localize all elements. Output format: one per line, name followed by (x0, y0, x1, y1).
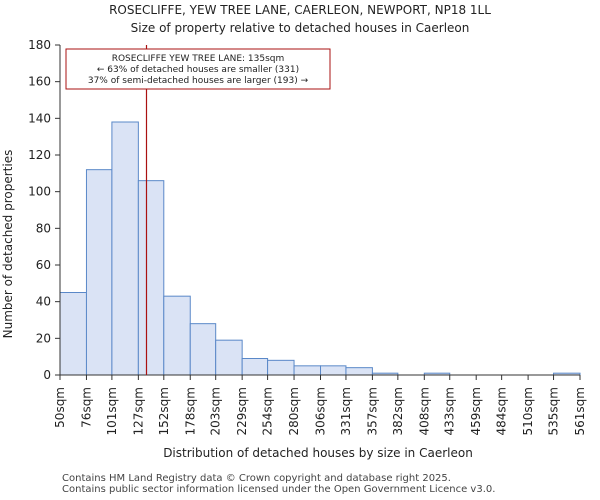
x-tick-label: 229sqm (235, 387, 249, 435)
x-tick-label: 535sqm (547, 387, 561, 435)
x-tick-label: 280sqm (287, 387, 301, 435)
x-tick-label: 50sqm (53, 387, 67, 428)
y-tick-label: 100 (28, 185, 51, 199)
annotation-line-3: 37% of semi-detached houses are larger (… (88, 76, 309, 86)
x-tick-label: 76sqm (79, 387, 93, 428)
footer-line1: Contains HM Land Registry data © Crown c… (62, 473, 451, 484)
bar-306sqm (320, 365, 347, 376)
x-tick-label: 561sqm (573, 387, 587, 435)
chart-title-line1: ROSECLIFFE, YEW TREE LANE, CAERLEON, NEW… (109, 3, 491, 17)
y-tick-label: 0 (43, 368, 51, 382)
x-tick-label: 408sqm (417, 387, 431, 435)
x-tick-label: 178sqm (183, 387, 197, 435)
x-tick-label: 152sqm (157, 387, 171, 435)
y-axis: 0 20 40 60 80 100 120 140 160 180 (28, 38, 61, 382)
bar-178sqm (189, 323, 217, 376)
x-axis-label: Distribution of detached houses by size … (163, 446, 473, 460)
y-tick-label: 140 (28, 111, 51, 125)
bar-127sqm (137, 180, 165, 376)
histogram-chart: ROSECLIFFE, YEW TREE LANE, CAERLEON, NEW… (1, 3, 587, 460)
y-axis-label: Number of detached properties (1, 150, 15, 339)
bar-229sqm (241, 358, 269, 376)
bar-152sqm (163, 295, 191, 376)
y-tick-label: 40 (36, 295, 51, 309)
y-tick-label: 80 (36, 221, 51, 235)
y-tick-label: 20 (36, 331, 51, 345)
y-tick-label: 60 (36, 258, 51, 272)
bar-203sqm (215, 339, 243, 376)
footer-line2: Contains public sector information licen… (62, 484, 496, 495)
x-tick-label: 484sqm (495, 387, 509, 435)
bar-331sqm (345, 367, 373, 376)
bar-50sqm (59, 292, 87, 376)
bars-group (59, 121, 581, 376)
x-tick-label: 254sqm (261, 387, 275, 435)
x-tick-label: 382sqm (391, 387, 405, 435)
annotation-line-1: ROSECLIFFE YEW TREE LANE: 135sqm (112, 54, 285, 64)
x-tick-label: 433sqm (443, 387, 457, 435)
bar-76sqm (85, 169, 113, 376)
annotation-line-2: ← 63% of detached houses are smaller (33… (97, 65, 299, 75)
chart-title-line2: Size of property relative to detached ho… (131, 21, 470, 35)
property-marker: ROSECLIFFE YEW TREE LANE: 135sqm← 63% of… (65, 45, 331, 375)
y-tick-label: 160 (28, 75, 51, 89)
x-tick-label: 101sqm (105, 387, 119, 435)
x-tick-label: 331sqm (339, 387, 353, 435)
x-tick-label: 203sqm (209, 387, 223, 435)
x-tick-label: 306sqm (314, 387, 328, 435)
annotation-box (65, 48, 331, 90)
x-tick-label: 127sqm (131, 387, 145, 435)
x-tick-label: 459sqm (469, 387, 483, 435)
x-tick-label: 357sqm (365, 387, 379, 435)
bar-101sqm (111, 121, 139, 376)
x-tick-label: 510sqm (521, 387, 535, 435)
y-tick-label: 180 (28, 38, 51, 52)
bar-254sqm (267, 359, 295, 376)
y-tick-label: 120 (28, 148, 51, 162)
x-axis: 50sqm 76sqm 101sqm 127sqm 152sqm 178sqm 203sqm… (53, 374, 587, 435)
bar-280sqm (293, 365, 322, 376)
